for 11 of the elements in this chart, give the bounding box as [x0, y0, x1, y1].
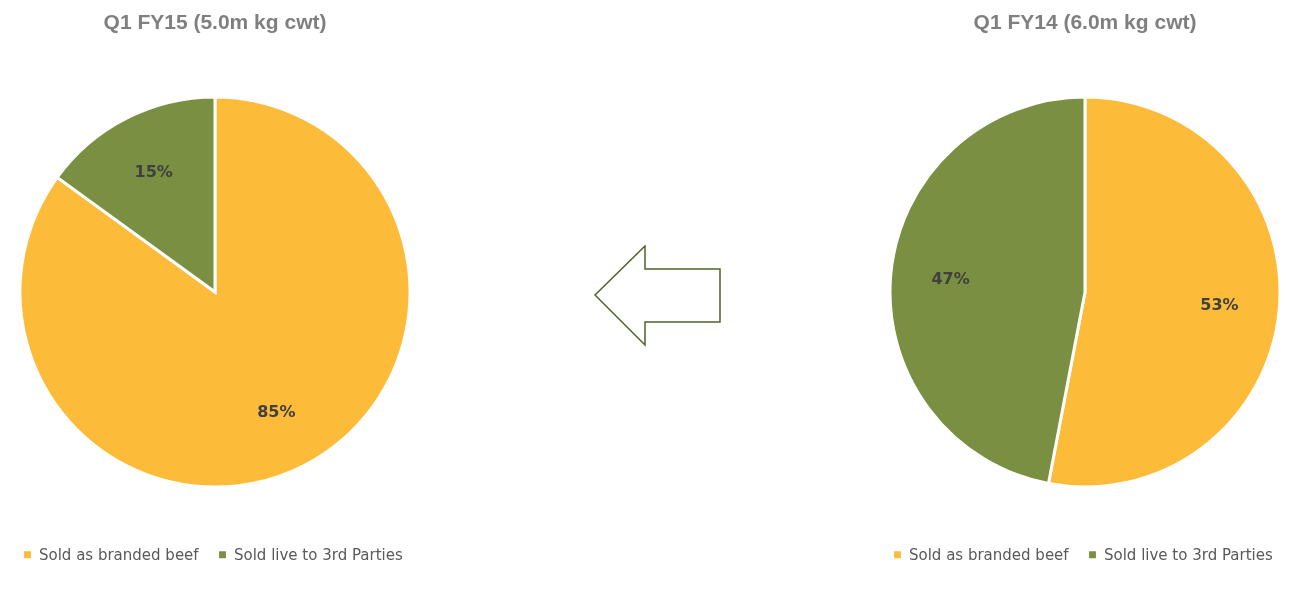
- data-label: 47%: [931, 269, 970, 289]
- legend-label: Sold live to 3rd Parties: [1104, 545, 1273, 564]
- data-label: 53%: [1200, 294, 1239, 314]
- legend-label: Sold as branded beef: [909, 545, 1070, 564]
- chart-title: Q1 FY15 (5.0m kg cwt): [103, 10, 327, 33]
- chart-title: Q1 FY14 (6.0m kg cwt): [973, 10, 1197, 33]
- pie-slice: [18, 95, 412, 489]
- data-label: 15%: [134, 161, 173, 181]
- legend-label: Sold live to 3rd Parties: [234, 545, 403, 564]
- data-label: 85%: [257, 402, 296, 422]
- legend-label: Sold as branded beef: [39, 545, 200, 564]
